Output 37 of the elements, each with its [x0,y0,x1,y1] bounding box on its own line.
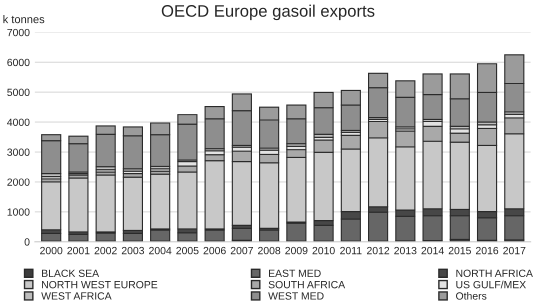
legend-label: WEST AFRICA [41,292,112,300]
y-tick-label: 6000 [7,58,30,66]
y-tick-label: 2000 [7,178,30,186]
x-tick-label: 2007 [230,246,253,254]
legend-label: US GULF/MEX [456,280,526,288]
y-tick-label: 0 [24,238,30,246]
x-tick-label: 2005 [176,246,199,254]
x-tick-label: 2016 [476,246,498,254]
x-tick-label: 2011 [340,246,362,254]
x-tick-label: 2001 [67,246,90,254]
y-tick-label: 5000 [7,88,30,96]
legend-label: BLACK SEA [42,270,100,277]
y-tick-label: 3000 [7,148,30,156]
x-tick-label: 2013 [394,246,416,254]
x-tick-label: 2012 [367,246,390,254]
x-tick-label: 2017 [503,246,526,254]
x-tick-label: 2003 [122,246,144,254]
chart-title: OECD Europe gasoil exports [162,4,374,20]
x-tick-label: 2010 [312,246,335,254]
x-tick-label: 2009 [285,246,308,254]
x-tick-label: 2006 [204,246,226,254]
x-tick-label: 2014 [422,246,444,254]
x-tick-label: 2008 [258,246,280,254]
y-tick-label: 1000 [8,208,30,216]
legend-label: NORTH AFRICA [456,270,533,277]
legend-label: WEST MED [268,292,324,300]
x-tick-label: 2004 [149,246,172,254]
x-tick-label: 2000 [40,246,62,254]
legend-label: Others [456,292,486,300]
y-axis-title: k tonnes [3,15,44,24]
x-tick-label: 2002 [94,246,117,254]
legend-label: SOUTH AFRICA [268,280,346,288]
x-tick-label: 2015 [448,246,471,254]
legend-label: NORTH WEST EUROPE [42,280,158,288]
y-tick-label: 7000 [7,28,30,36]
y-tick-label: 4000 [7,118,30,126]
legend-label: EAST MED [269,270,321,277]
